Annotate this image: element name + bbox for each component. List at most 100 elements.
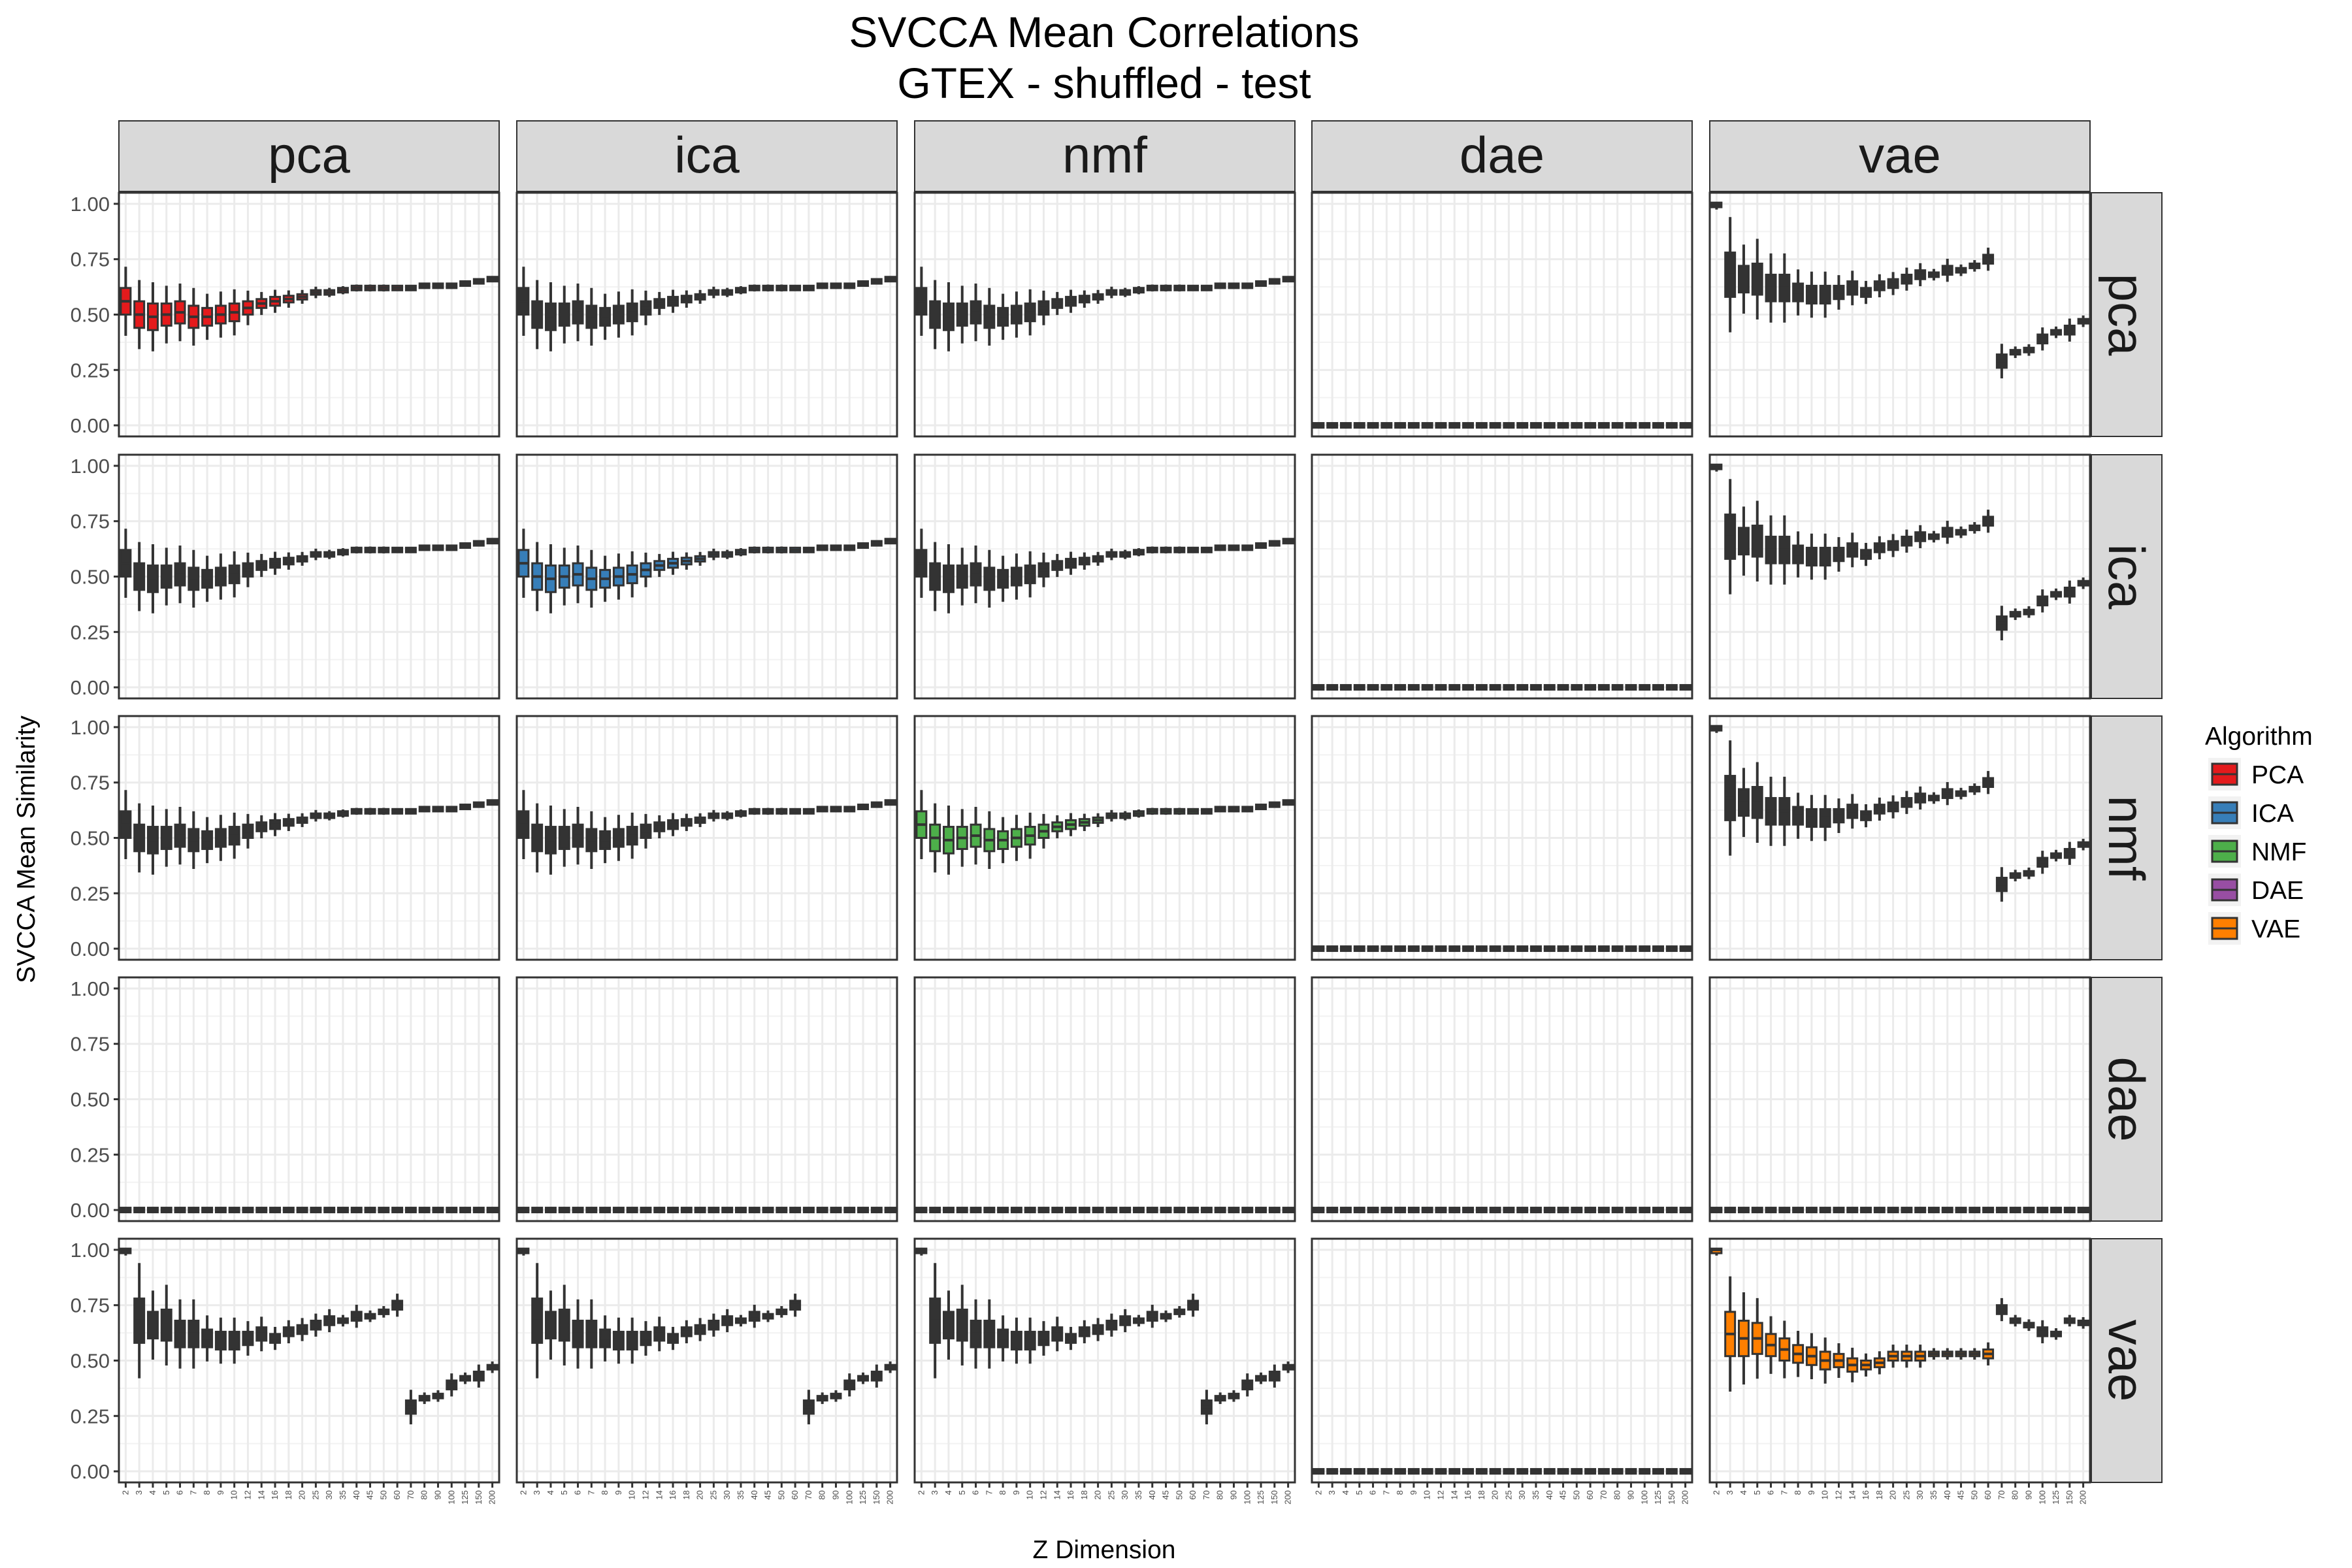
x-tick-label: 6 xyxy=(175,1490,185,1495)
box-8 xyxy=(1394,1468,1407,1475)
x-tick-label: 10 xyxy=(1025,1490,1035,1499)
box-18 xyxy=(680,1207,693,1214)
box-50 xyxy=(1173,1306,1186,1318)
box-4 xyxy=(544,1290,557,1360)
box-70 xyxy=(1995,606,2008,641)
box-60 xyxy=(789,546,802,553)
box-100 xyxy=(1241,544,1254,551)
x-tick-label: 90 xyxy=(830,1490,840,1499)
box-4 xyxy=(1737,244,1750,314)
box-30 xyxy=(323,287,336,297)
x-tick-label: 100 xyxy=(844,1490,854,1505)
panel-border xyxy=(913,1237,1296,1484)
box-35 xyxy=(734,548,747,557)
x-tick-label: 70 xyxy=(1201,1490,1211,1499)
box-14 xyxy=(1051,815,1064,839)
box-10 xyxy=(1819,271,1831,318)
box-7 xyxy=(188,1299,200,1369)
box-100 xyxy=(1241,282,1254,289)
box-200 xyxy=(2077,315,2089,327)
box-40 xyxy=(748,546,760,554)
box-45 xyxy=(762,546,774,554)
x-tick-label: 45 xyxy=(1956,1490,1966,1499)
box-200 xyxy=(1282,276,1294,283)
panel-border xyxy=(1311,1237,1693,1484)
box-20 xyxy=(296,813,308,827)
x-tick-label: 4 xyxy=(943,1490,953,1495)
box-20 xyxy=(1489,1207,1501,1214)
box-35 xyxy=(1927,1207,1940,1214)
box-150 xyxy=(870,1207,883,1214)
box-7 xyxy=(585,811,598,869)
box-9 xyxy=(612,1317,625,1364)
box-40 xyxy=(1543,945,1556,953)
box-70 xyxy=(1995,867,2008,902)
legend-label-dae: DAE xyxy=(2251,877,2304,905)
box-5 xyxy=(160,1207,172,1214)
box-45 xyxy=(1160,808,1172,815)
box-25 xyxy=(1105,286,1118,299)
box-125 xyxy=(459,1372,472,1384)
box-18 xyxy=(1873,797,1886,821)
x-tick-label: 35 xyxy=(338,1490,348,1499)
box-30 xyxy=(1119,287,1132,297)
x-tick-label: 70 xyxy=(1599,1490,1609,1499)
box-125 xyxy=(1652,684,1665,691)
box-14 xyxy=(653,553,666,578)
x-tick-label: 35 xyxy=(1929,1490,1938,1499)
x-tick-label: 80 xyxy=(1612,1490,1622,1499)
box-125 xyxy=(1652,945,1665,953)
box-40 xyxy=(350,546,363,554)
box-16 xyxy=(269,813,282,836)
box-5 xyxy=(160,809,172,867)
panel-pca-dae xyxy=(1311,191,1693,438)
box-60 xyxy=(1982,248,1995,271)
box-2 xyxy=(120,1207,132,1214)
box-50 xyxy=(378,1207,390,1214)
box-14 xyxy=(653,291,666,316)
box-30 xyxy=(721,811,734,821)
box-70 xyxy=(404,1207,417,1214)
box-6 xyxy=(1765,1316,1777,1374)
box-25 xyxy=(1503,945,1515,953)
box-4 xyxy=(1737,506,1750,576)
box-7 xyxy=(1380,422,1393,429)
box-8 xyxy=(1394,1207,1407,1214)
box-125 xyxy=(1652,1207,1665,1214)
x-tick-label: 70 xyxy=(1997,1490,2006,1499)
box-45 xyxy=(1557,1207,1569,1214)
box-50 xyxy=(1173,808,1186,815)
x-tick-label: 16 xyxy=(270,1490,280,1499)
box-3 xyxy=(531,542,544,612)
box-50 xyxy=(1968,522,1981,534)
box-7 xyxy=(1380,1207,1393,1214)
box-60 xyxy=(1584,945,1597,953)
box-60 xyxy=(391,284,404,291)
box-100 xyxy=(446,1373,458,1397)
box-25 xyxy=(1901,1207,1913,1214)
box-14 xyxy=(1051,291,1064,316)
box-4 xyxy=(146,1207,159,1214)
box-18 xyxy=(282,813,295,831)
box-30 xyxy=(323,549,336,559)
box-8 xyxy=(201,1315,214,1362)
box-5 xyxy=(1751,1298,1763,1379)
box-30 xyxy=(1516,684,1529,691)
box-35 xyxy=(734,286,747,295)
box-9 xyxy=(1407,945,1420,953)
box-18 xyxy=(1078,290,1090,308)
strip-row-label-ica: ica xyxy=(2098,544,2155,610)
box-45 xyxy=(1955,1348,1967,1360)
x-tick-label: 9 xyxy=(1409,1490,1418,1495)
box-8 xyxy=(1792,269,1805,316)
x-tick-label: 45 xyxy=(1558,1490,1568,1499)
box-60 xyxy=(1187,284,1200,291)
box-125 xyxy=(1255,1207,1267,1214)
x-tick-label: 4 xyxy=(1739,1490,1748,1495)
box-2 xyxy=(120,1247,132,1256)
box-100 xyxy=(843,806,856,813)
x-tick-label: 18 xyxy=(681,1490,691,1499)
box-90 xyxy=(2023,1207,2035,1214)
x-tick-label: 3 xyxy=(134,1490,144,1495)
box-14 xyxy=(255,553,268,578)
